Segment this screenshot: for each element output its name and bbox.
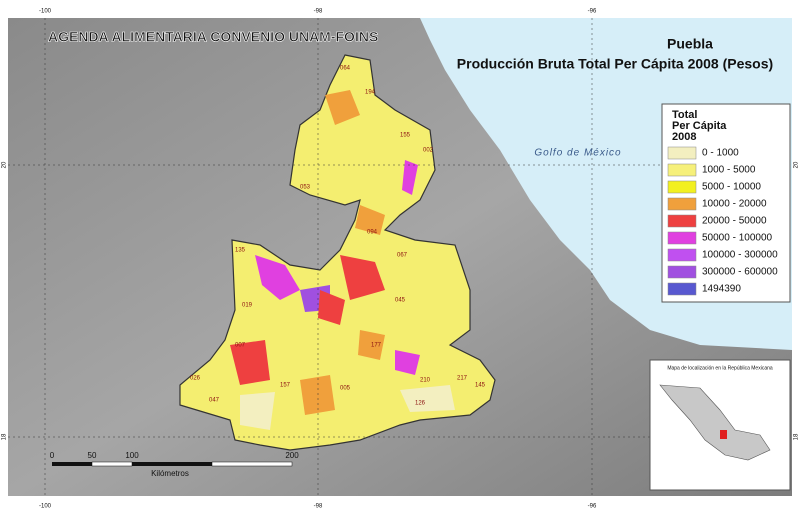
municipality-label: 155 — [400, 133, 411, 139]
municipality-label: 177 — [371, 343, 382, 349]
scale-label: 50 — [88, 451, 97, 460]
scale-segment — [132, 462, 212, 466]
legend-label: 1494390 — [702, 284, 741, 295]
scale-unit: Kilómetros — [151, 469, 189, 478]
legend-label: 100000 - 300000 — [702, 250, 778, 261]
scale-bar: Kilómetros — [52, 461, 293, 478]
patch — [255, 255, 300, 300]
municipality-label: 064 — [340, 66, 351, 72]
municipality-label: 053 — [300, 185, 311, 191]
legend-label: 50000 - 100000 — [702, 233, 773, 244]
graticule-label: 18 — [2, 433, 8, 440]
legend-title: Total — [672, 109, 697, 121]
municipality-label: 026 — [190, 376, 201, 382]
municipality-patches — [230, 90, 455, 430]
municipality-label: 094 — [367, 230, 378, 236]
legend-title: Per Cápita — [672, 120, 727, 132]
patch — [355, 205, 385, 235]
legend-label: 0 - 1000 — [702, 148, 739, 159]
patch — [240, 392, 275, 430]
graticule-label: 18 — [794, 433, 800, 440]
municipality-label: 005 — [340, 386, 351, 392]
municipality-label: 194 — [365, 90, 376, 96]
legend-swatch — [667, 197, 697, 211]
municipality-label: 047 — [209, 398, 220, 404]
legend-swatch — [667, 146, 697, 160]
legend-label: 1000 - 5000 — [702, 165, 756, 176]
legend-label: 5000 - 10000 — [702, 182, 761, 193]
patch — [300, 375, 335, 415]
map-title: Puebla — [667, 36, 713, 52]
legend-label: 300000 - 600000 — [702, 267, 778, 278]
graticule-label: -98 — [314, 9, 323, 15]
legend-swatch — [667, 180, 697, 194]
legend-label: 10000 - 20000 — [702, 199, 767, 210]
legend-swatch — [667, 265, 697, 279]
patch — [400, 385, 455, 412]
inset-puebla — [720, 430, 727, 439]
sea-label: Golfo de México — [534, 148, 621, 159]
graticule-label: -96 — [588, 504, 597, 510]
municipality-label: 135 — [235, 248, 246, 254]
graticule-label: -100 — [39, 9, 52, 15]
graticule-label: -100 — [39, 504, 52, 510]
municipality-label: 002 — [423, 148, 434, 154]
legend-swatch — [667, 282, 697, 296]
inset-title: Mapa de localización en la República Mex… — [667, 365, 773, 371]
patch — [402, 160, 418, 195]
patch — [358, 330, 385, 360]
scale-label: 0 — [50, 451, 55, 460]
inset-mexico — [659, 384, 771, 461]
legend-label: 20000 - 50000 — [702, 216, 767, 227]
municipality-label: 210 — [420, 378, 431, 384]
graticule-label: 20 — [794, 161, 800, 168]
graticule-label: -96 — [588, 9, 597, 15]
municipality-label: 019 — [242, 303, 253, 309]
graticule — [8, 18, 792, 496]
legend-title: 2008 — [672, 131, 696, 143]
patch — [395, 350, 420, 375]
municipality-label: 045 — [395, 298, 406, 304]
patch — [318, 290, 345, 325]
municipality-label: 067 — [397, 253, 408, 259]
patch — [230, 340, 270, 385]
graticule-label: -98 — [314, 504, 323, 510]
scale-segment — [91, 461, 133, 467]
legend-swatch — [667, 231, 697, 245]
graticule-label: 20 — [2, 161, 8, 168]
patch — [325, 90, 360, 125]
municipality-label: 145 — [475, 383, 486, 389]
municipality-label: 217 — [457, 376, 468, 382]
patch — [340, 255, 385, 300]
scale-label: 100 — [125, 451, 139, 460]
header: AGENDA ALIMENTARIA CONVENIO UNAM-FOINS — [48, 29, 378, 45]
municipality-label: 126 — [415, 401, 426, 407]
municipality-label: 157 — [280, 383, 291, 389]
map-subtitle: Producción Bruta Total Per Cápita 2008 (… — [457, 56, 773, 72]
scale-segment — [211, 461, 293, 467]
municipality-label: 007 — [235, 343, 246, 349]
legend-swatch — [667, 214, 697, 228]
legend-swatch — [667, 163, 697, 177]
legend-swatch — [667, 248, 697, 262]
scale-segment — [52, 462, 92, 466]
scale-label: 200 — [285, 451, 299, 460]
